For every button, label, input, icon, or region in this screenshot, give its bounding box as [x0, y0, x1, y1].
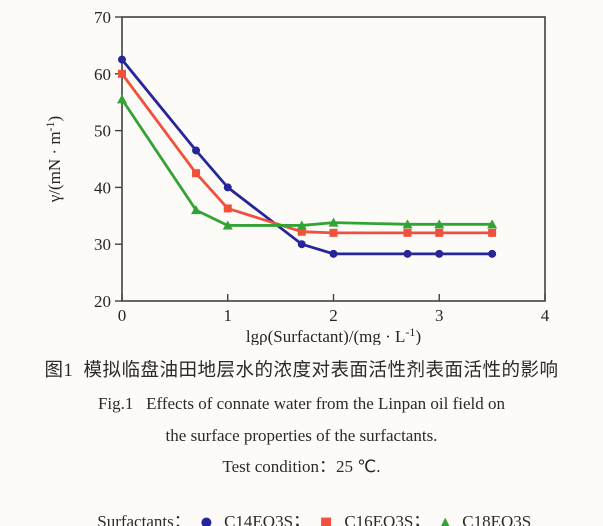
marker-triangle-C18EO3S: [402, 219, 413, 229]
legend-item-label: C18EO3S: [462, 512, 532, 526]
series-line-C18EO3S: [120, 97, 494, 227]
y-tick-label: 70: [94, 8, 111, 27]
marker-circle-C14EO3S: [297, 240, 306, 249]
caption-english-line1: Fig.1 Effects of connate water from the …: [97, 394, 506, 413]
marker-square-C16EO3S: [329, 228, 338, 237]
x-tick-label: 3: [435, 306, 444, 325]
marker-square-C16EO3S: [223, 204, 232, 213]
y-tick-label: 50: [94, 122, 111, 141]
marker-triangle-C18EO3S: [487, 219, 498, 229]
marker-circle-C14EO3S: [329, 249, 338, 258]
legend-marker-25b2: ▲: [440, 515, 451, 526]
caption-english-line2: the surface properties of the surfactant…: [165, 426, 438, 445]
legend-line: Surfactants： ● C14EO3S； ■ C16EO3S； ▲ C18EO3S: [0, 489, 603, 526]
legend-item-label: C14EO3S；: [224, 512, 311, 526]
surface-tension-chart: 20 30 40 50 60 70 0 1 2 3 4 lgρ(Surfactant)/(mg · L…: [43, 8, 550, 345]
series-line-C16EO3S: [120, 72, 494, 235]
legend-title: Surfactants：: [97, 512, 191, 526]
caption-test-condition: Test condition：25 ℃.: [222, 457, 381, 476]
marker-square-C16EO3S: [192, 169, 201, 178]
x-axis-title: lgρ(Surfactant)/(mg · L-1): [246, 325, 421, 345]
marker-square-C16EO3S: [297, 227, 306, 236]
figure-captions: 图1 模拟临盘油田地层水的浓度对表面活性剂表面活性的影响 Fig.1 Effec…: [0, 348, 603, 526]
marker-triangle-C18EO3S: [117, 94, 127, 104]
y-tick-label: 60: [94, 65, 111, 84]
x-tick-label: 0: [118, 306, 127, 325]
marker-square-C16EO3S: [435, 228, 444, 237]
x-tick-label: 1: [224, 306, 233, 325]
marker-square-C16EO3S: [403, 228, 412, 237]
marker-triangle-C18EO3S: [191, 205, 202, 215]
marker-triangle-C18EO3S: [296, 220, 307, 230]
marker-circle-C14EO3S: [435, 249, 444, 258]
y-tick-label: 30: [94, 235, 111, 254]
legend-marker-25a0: ■: [320, 515, 333, 526]
y-axis-title: γ/(mN · m-1): [43, 116, 64, 203]
marker-circle-C14EO3S: [488, 249, 497, 258]
marker-circle-C14EO3S: [223, 183, 232, 192]
x-tick-label: 2: [329, 306, 338, 325]
marker-triangle-C18EO3S: [434, 219, 445, 229]
y-tick-label: 40: [94, 178, 111, 197]
legend-marker-25cf: ●: [200, 515, 213, 526]
marker-square-C16EO3S: [118, 69, 126, 78]
marker-triangle-C18EO3S: [222, 220, 233, 230]
marker-square-C16EO3S: [488, 228, 497, 237]
x-tick-label: 4: [541, 306, 550, 325]
marker-circle-C14EO3S: [192, 146, 201, 155]
marker-circle-C14EO3S: [403, 249, 412, 258]
marker-triangle-C18EO3S: [328, 217, 339, 227]
caption-chinese: 图1 模拟临盘油田地层水的浓度对表面活性剂表面活性的影响: [44, 361, 559, 381]
series-line-C14EO3S: [120, 58, 494, 256]
marker-circle-C14EO3S: [118, 55, 126, 64]
y-tick-label: 20: [94, 292, 111, 311]
legend-item-label: C16EO3S；: [344, 512, 431, 526]
